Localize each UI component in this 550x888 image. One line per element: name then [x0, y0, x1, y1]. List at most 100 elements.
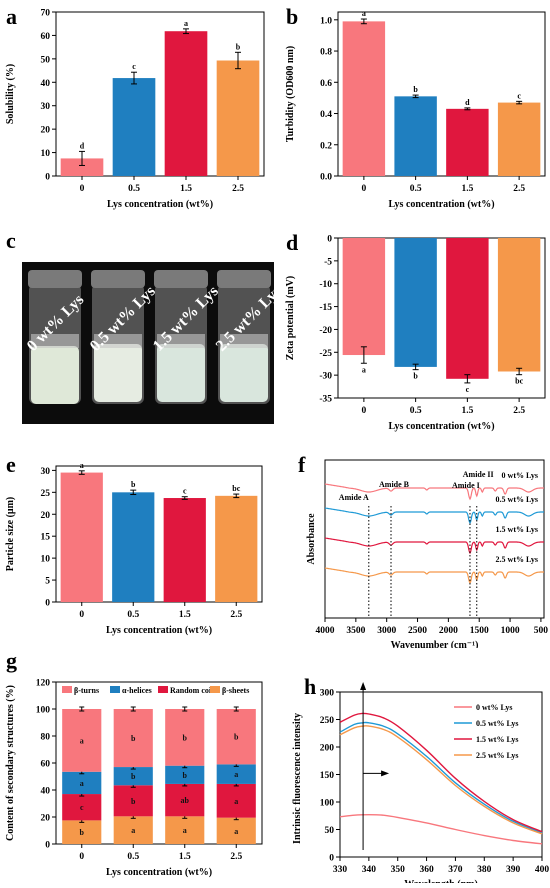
x-tick-label: 1500 — [470, 626, 489, 636]
stacked-bar-segment — [113, 767, 153, 786]
bar — [163, 498, 206, 602]
y-tick-label: 15 — [41, 533, 51, 543]
y-tick-label: -5 — [324, 257, 332, 267]
y-axis-label: Intrinsic fluorescence intensity — [292, 713, 303, 844]
bar — [60, 158, 104, 176]
significance-letter: a — [183, 826, 187, 835]
y-tick-label: -10 — [319, 280, 332, 290]
peak-arrow-head — [360, 682, 367, 690]
stacked-bar-segment — [165, 783, 205, 817]
y-tick-label: 150 — [320, 771, 335, 781]
x-tick-label: 2.5 — [513, 184, 525, 194]
vial-neck — [28, 270, 82, 288]
significance-letter: c — [132, 62, 136, 71]
significance-letter: a — [80, 779, 84, 788]
x-tick-label: 1.5 — [461, 406, 473, 416]
y-tick-label: 0 — [329, 854, 334, 864]
legend-label: α-helices — [122, 686, 152, 695]
significance-letter: a — [362, 9, 366, 18]
significance-letter: b — [413, 372, 418, 381]
legend-swatch — [62, 686, 72, 693]
y-axis-label: Content of secondary structures (%) — [5, 685, 16, 841]
annotation: Amide B — [379, 480, 410, 489]
bar — [112, 78, 156, 176]
vial-liquid — [157, 344, 205, 402]
y-tick-label: 5 — [45, 577, 50, 587]
fluorescence-line — [339, 712, 543, 833]
stacked-bar-segment — [62, 820, 102, 844]
y-tick-label: 40 — [41, 79, 51, 89]
y-tick-label: 20 — [41, 814, 51, 824]
y-tick-label: -25 — [319, 349, 332, 359]
legend-swatch — [210, 686, 220, 693]
x-axis-label: Lys concentration (wt%) — [388, 199, 494, 210]
stacked-bar-segment — [165, 709, 205, 766]
axes-frame — [337, 237, 546, 399]
x-tick-label: 2.5 — [230, 610, 242, 620]
panel-letter: e — [6, 452, 16, 477]
x-tick-label: 1.5 — [179, 852, 191, 862]
y-tick-label: 0 — [45, 173, 50, 183]
panel-f-ftir-chart: f 4000 3500 3000 2500 2000 1500 1000 500 Wavenumb… — [280, 448, 550, 653]
y-tick-label: 0.6 — [320, 79, 332, 89]
stacked-bar-segment — [62, 709, 102, 772]
panel-b-turbidity-chart: b 0.0 0.2 0.4 0.6 0.8 1.0 a 0 b 0.5 d 1.5 c 2.5 Lys con… — [280, 0, 550, 225]
bar — [497, 238, 541, 372]
x-tick-label: 2.5 — [513, 406, 525, 416]
series-label: 0 wt% Lys — [502, 471, 538, 480]
x-tick-label: 330 — [333, 865, 348, 875]
y-tick-label: 50 — [325, 826, 335, 836]
shift-arrow-head — [381, 770, 390, 777]
stacked-bar-segment — [113, 709, 153, 768]
bar — [446, 238, 489, 379]
x-tick-label: 350 — [391, 865, 406, 875]
y-tick-label: 1.0 — [320, 16, 332, 26]
legend-swatch — [110, 686, 120, 693]
x-tick-label: 0 — [362, 406, 367, 416]
x-axis-label: Lys concentration (wt%) — [106, 867, 212, 878]
y-tick-label: 30 — [41, 102, 51, 112]
y-tick-label: -35 — [319, 395, 332, 405]
y-tick-label: 60 — [41, 32, 51, 42]
significance-letter: a — [184, 19, 188, 28]
legend-label: 0 wt% Lys — [476, 703, 512, 712]
spectrum-line — [324, 567, 544, 585]
y-tick-label: 40 — [41, 787, 51, 797]
panel-g-secondary-structure-chart: g 0 20 40 60 80 100 120 b c a a 0 a b b b 0.5 a ab b b 1.5 a a a b… — [0, 648, 275, 888]
significance-letter: c — [80, 803, 84, 812]
legend-label: 2.5 wt% Lys — [476, 751, 518, 760]
y-tick-label: 0 — [327, 235, 332, 245]
significance-letter: ab — [181, 796, 190, 805]
y-axis-label: Solubility (%) — [5, 64, 16, 124]
x-tick-label: 400 — [535, 865, 550, 875]
legend-swatch — [158, 686, 168, 693]
panel-a-solubility-chart: a 0 10 20 30 40 50 60 70 d 0 c 0.5 a 1.5 b 2.5 Lys concen… — [0, 0, 270, 225]
significance-letter: a — [234, 770, 238, 779]
y-tick-label: -30 — [319, 372, 332, 382]
y-tick-label: -15 — [319, 303, 332, 313]
spectrum-line — [324, 483, 544, 501]
x-tick-label: 0 — [79, 852, 84, 862]
y-tick-label: 250 — [320, 716, 335, 726]
x-tick-label: 3500 — [346, 626, 365, 636]
panel-d-zeta-chart: d 0 -5 -10 -15 -20 -25 -30 -35 a 0 b 0.5 c 1.5 bc 2.5 Lys… — [280, 226, 550, 446]
significance-letter: b — [183, 733, 188, 742]
vial — [28, 270, 82, 404]
significance-letter: a — [80, 461, 84, 470]
x-tick-label: 360 — [419, 865, 434, 875]
stacked-bar-segment — [216, 817, 256, 844]
vial-meniscus — [220, 334, 268, 348]
x-tick-label: 340 — [362, 865, 377, 875]
significance-letter: a — [234, 827, 238, 836]
axes-frame — [339, 691, 543, 858]
fluorescence-line — [339, 725, 543, 835]
y-tick-label: 200 — [320, 744, 335, 754]
annotation: Amide A — [339, 493, 369, 502]
y-tick-label: 100 — [36, 706, 51, 716]
x-tick-label: 0.5 — [127, 852, 139, 862]
stacked-bar-segment — [62, 794, 102, 821]
y-tick-label: 0.8 — [320, 48, 332, 58]
y-tick-label: 100 — [320, 799, 335, 809]
significance-letter: a — [131, 826, 135, 835]
significance-letter: d — [80, 141, 85, 150]
